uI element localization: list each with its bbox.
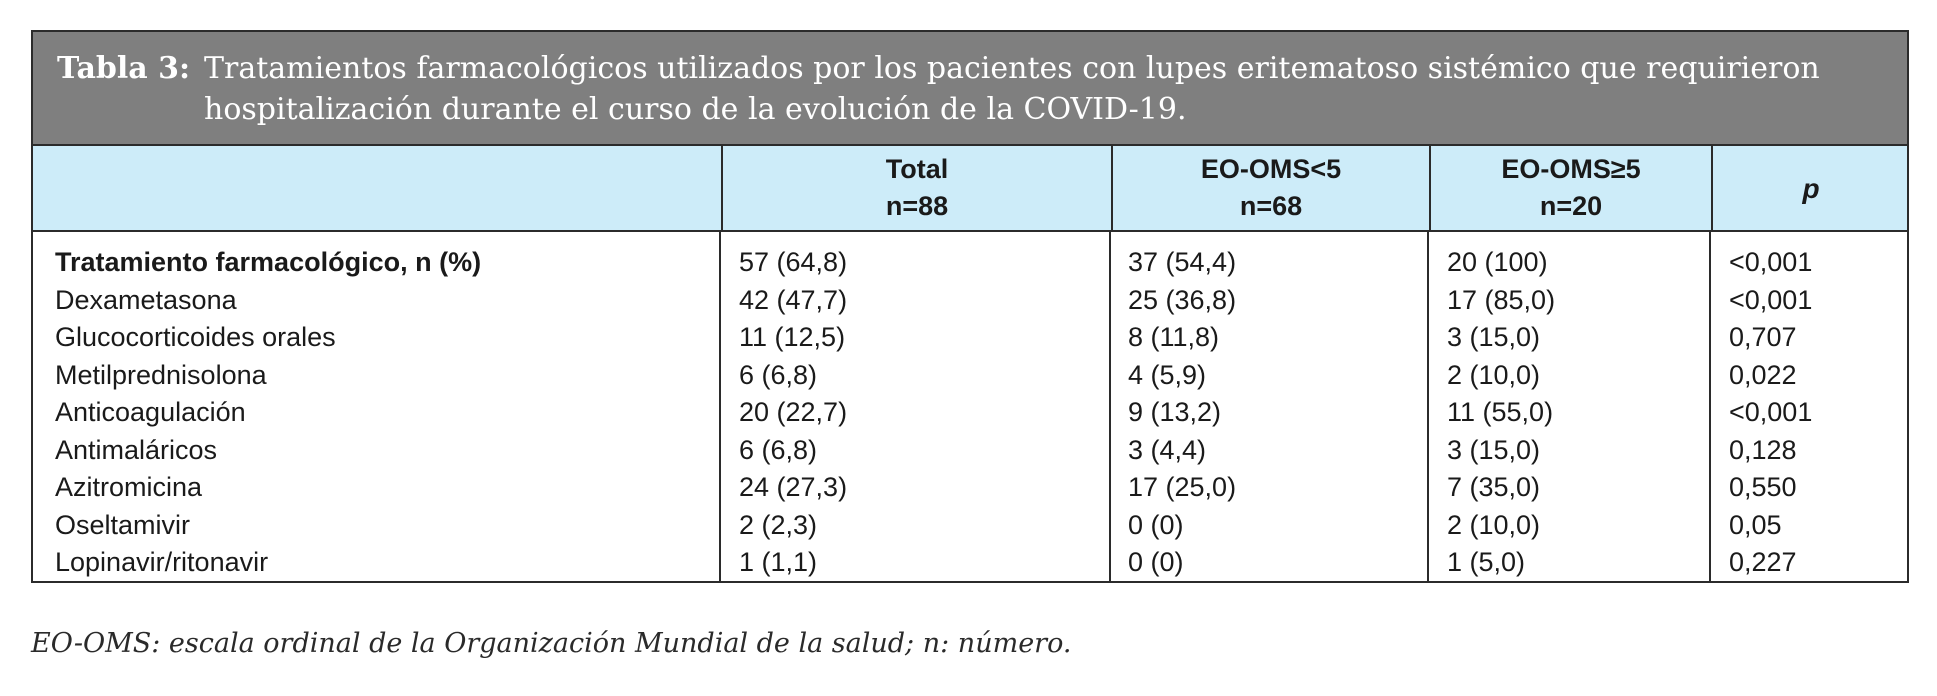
cell-eo-oms-high: 20 (100) [1447, 247, 1548, 277]
cell-p-value: 0,707 [1729, 322, 1797, 352]
cell-p-value: 0,550 [1729, 472, 1797, 502]
column-header-total: Total n=88 [721, 146, 1111, 230]
cell-eo-oms-low: 4 (5,9) [1128, 359, 1207, 390]
cell-p-value: 0,227 [1729, 547, 1797, 577]
column-header-count: n=68 [1239, 191, 1303, 221]
cell-eo-oms-low: 37 (54,4) [1128, 247, 1237, 277]
row-label: Antimaláricos [55, 434, 218, 465]
column-header-p: p [1711, 146, 1909, 230]
cell-total: 57 (64,8) [739, 247, 848, 277]
column-header-count: n=88 [885, 191, 949, 221]
column-header-label: p [1802, 172, 1820, 204]
cell-eo-oms-high: 17 (85,0) [1447, 284, 1556, 315]
table-row: Lopinavir/ritonavir 1 (1,1) 0 (0) 1 (5,0) 0,… [33, 544, 1907, 581]
cell-eo-oms-high: 7 (35,0) [1447, 472, 1541, 502]
row-label: Lopinavir/ritonavir [55, 547, 269, 577]
column-header-count: n=20 [1539, 191, 1603, 221]
row-label: Tratamiento farmacológico, n (%) [55, 247, 482, 277]
cell-total: 6 (6,8) [739, 434, 818, 465]
cell-p-value: 0,022 [1729, 359, 1797, 390]
table-row: Dexametasona 42 (47,7) 25 (36,8) 17 (85,0) <… [33, 282, 1907, 319]
cell-eo-oms-high: 1 (5,0) [1447, 547, 1526, 577]
cell-eo-oms-low: 0 (0) [1128, 547, 1184, 577]
table-row: Metilprednisolona 6 (6,8) 4 (5,9) 2 (10,0) 0… [33, 357, 1907, 394]
table-header-row: Total n=88 EO-OMS<5 n=68 EO-OMS≥5 n=20 p [33, 146, 1907, 232]
cell-eo-oms-low: 3 (4,4) [1128, 434, 1207, 465]
row-label: Glucocorticoides orales [55, 322, 336, 352]
cell-eo-oms-low: 25 (36,8) [1128, 284, 1237, 315]
cell-total: 20 (22,7) [739, 397, 848, 427]
cell-p-value: <0,001 [1729, 247, 1813, 277]
column-header-label: Total [885, 154, 949, 184]
table-caption-text: Tratamientos farmacológicos utilizados p… [204, 51, 1820, 127]
table-body: Tratamiento farmacológico, n (%) 57 (64,8… [33, 232, 1907, 583]
cell-eo-oms-low: 17 (25,0) [1128, 472, 1237, 502]
table-row: Anticoagulación 20 (22,7) 9 (13,2) 11 (55,0… [33, 394, 1907, 431]
cell-eo-oms-high: 11 (55,0) [1447, 397, 1554, 427]
data-table: Tabla 3: Tratamientos farmacológicos uti… [31, 30, 1909, 583]
table-row: Tratamiento farmacológico, n (%) 57 (64,8… [33, 244, 1907, 281]
cell-eo-oms-low: 0 (0) [1128, 509, 1184, 540]
row-label: Azitromicina [55, 472, 203, 502]
table-footnote: EO-OMS: escala ordinal de la Organizació… [31, 628, 1072, 659]
column-header-eo-oms-low: EO-OMS<5 n=68 [1111, 146, 1429, 230]
table-row: Antimaláricos 6 (6,8) 3 (4,4) 3 (15,0) 0,128 [33, 432, 1907, 469]
column-header-label: EO-OMS≥5 [1501, 154, 1641, 184]
column-divider [1427, 232, 1429, 583]
cell-total: 11 (12,5) [739, 322, 846, 352]
table-row: Azitromicina 24 (27,3) 17 (25,0) 7 (35,0) 0,… [33, 469, 1907, 506]
cell-total: 24 (27,3) [739, 472, 848, 502]
table-row: Oseltamivir 2 (2,3) 0 (0) 2 (10,0) 0,05 [33, 507, 1907, 544]
cell-total: 6 (6,8) [739, 359, 818, 390]
cell-eo-oms-high: 3 (15,0) [1447, 434, 1541, 465]
cell-eo-oms-low: 9 (13,2) [1128, 397, 1222, 427]
column-divider [1709, 232, 1711, 583]
cell-p-value: 0,128 [1729, 434, 1797, 465]
cell-eo-oms-high: 2 (10,0) [1447, 359, 1541, 390]
cell-total: 1 (1,1) [739, 547, 818, 577]
cell-total: 2 (2,3) [739, 509, 818, 540]
column-header-label: EO-OMS<5 [1200, 154, 1342, 184]
cell-p-value: 0,05 [1729, 509, 1782, 540]
column-header-eo-oms-high: EO-OMS≥5 n=20 [1429, 146, 1711, 230]
table-row: Glucocorticoides orales 11 (12,5) 8 (11,8)… [33, 319, 1907, 356]
cell-eo-oms-low: 8 (11,8) [1128, 322, 1220, 352]
table-caption-label: Tabla 3: [57, 51, 191, 86]
column-divider [719, 232, 721, 583]
cell-eo-oms-high: 3 (15,0) [1447, 322, 1541, 352]
row-label: Dexametasona [55, 284, 237, 315]
cell-total: 42 (47,7) [739, 284, 848, 315]
row-label: Metilprednisolona [55, 359, 267, 390]
row-label: Anticoagulación [55, 397, 246, 427]
cell-eo-oms-high: 2 (10,0) [1447, 509, 1541, 540]
column-divider [1109, 232, 1111, 583]
table-caption: Tabla 3: Tratamientos farmacológicos uti… [33, 32, 1907, 146]
row-label: Oseltamivir [55, 509, 191, 540]
cell-p-value: <0,001 [1729, 397, 1813, 427]
cell-p-value: <0,001 [1729, 284, 1813, 315]
